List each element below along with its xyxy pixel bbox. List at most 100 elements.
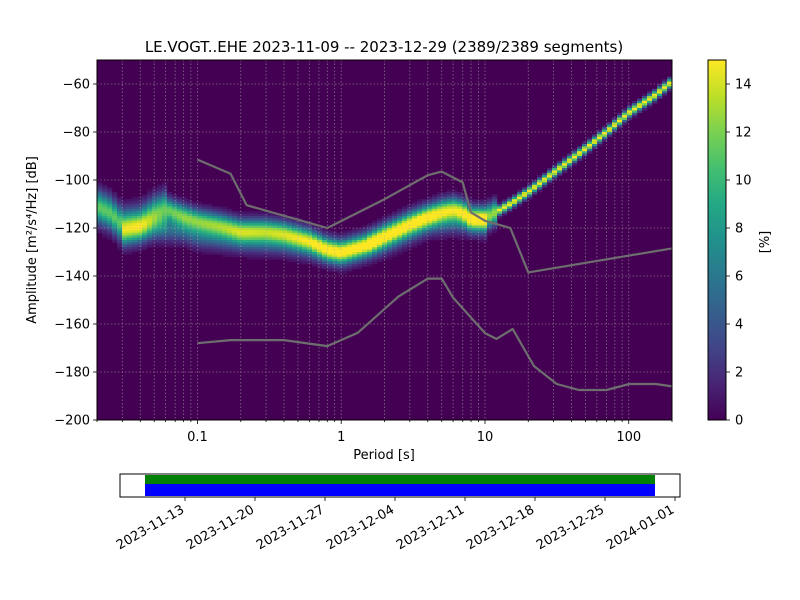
x-axis-ticks: 0.1 1 10 100 bbox=[96, 420, 673, 445]
heatmap-cell bbox=[537, 180, 543, 183]
heatmap-cell bbox=[97, 208, 103, 212]
heatmap-cell bbox=[187, 199, 193, 202]
heatmap-cell bbox=[267, 230, 273, 234]
heatmap-cell bbox=[367, 230, 373, 234]
heatmap-cell bbox=[292, 230, 298, 234]
heatmap-cell bbox=[642, 103, 648, 106]
y-tick-label: −80 bbox=[63, 126, 90, 141]
heatmap-cell bbox=[132, 230, 138, 234]
heatmap-cell bbox=[142, 228, 148, 231]
heatmap-cell bbox=[467, 211, 473, 214]
heatmap-cell bbox=[327, 247, 333, 250]
heatmap-cell bbox=[377, 237, 383, 241]
heatmap-cell bbox=[327, 242, 333, 246]
heatmap-cell bbox=[302, 249, 308, 253]
heatmap-cell bbox=[662, 79, 668, 82]
heatmap-cell bbox=[107, 225, 113, 229]
heatmap-cell bbox=[132, 232, 138, 236]
heatmap-cell bbox=[592, 141, 598, 145]
heatmap-cell bbox=[402, 247, 408, 250]
heatmap-cell bbox=[147, 189, 153, 193]
heatmap-cell bbox=[187, 240, 193, 243]
heatmap-cell bbox=[112, 223, 118, 226]
heatmap-cell bbox=[427, 223, 433, 226]
heatmap-cell bbox=[397, 230, 403, 234]
heatmap-cell bbox=[117, 247, 123, 250]
heatmap-cell bbox=[237, 223, 243, 226]
heatmap-cell bbox=[457, 213, 463, 217]
heatmap-cell bbox=[457, 208, 463, 212]
heatmap-cell bbox=[322, 247, 328, 250]
heatmap-cell bbox=[122, 249, 128, 253]
heatmap-cell bbox=[292, 240, 298, 243]
heatmap-cell bbox=[347, 256, 353, 260]
heatmap-cell bbox=[417, 220, 423, 224]
heatmap-cell bbox=[362, 237, 368, 241]
heatmap-cell bbox=[372, 237, 378, 241]
timeline-tick-label: 2023-11-27 bbox=[254, 502, 327, 553]
heatmap-cell bbox=[317, 228, 323, 231]
heatmap-cell bbox=[182, 206, 188, 210]
heatmap-cell bbox=[592, 134, 598, 138]
heatmap-cell bbox=[147, 201, 153, 205]
heatmap-cell bbox=[297, 244, 303, 248]
heatmap-cell bbox=[372, 261, 378, 265]
heatmap-cell bbox=[262, 228, 268, 231]
heatmap-cell bbox=[442, 213, 448, 217]
heatmap-cell bbox=[302, 261, 308, 265]
heatmap-cell bbox=[397, 237, 403, 241]
heatmap-cell bbox=[262, 213, 268, 217]
heatmap-cell bbox=[127, 208, 133, 212]
heatmap-cell bbox=[187, 218, 193, 222]
heatmap-cell bbox=[442, 216, 448, 219]
heatmap-cell bbox=[282, 242, 288, 246]
heatmap-cell bbox=[492, 220, 498, 224]
heatmap-cell bbox=[362, 254, 368, 258]
heatmap-cell bbox=[622, 112, 628, 116]
heatmap-cell bbox=[177, 199, 183, 202]
heatmap-cell bbox=[412, 242, 418, 246]
heatmap-cell bbox=[337, 264, 343, 267]
heatmap-cell bbox=[542, 175, 548, 178]
heatmap-cell bbox=[252, 240, 258, 243]
heatmap-cell bbox=[232, 240, 238, 243]
heatmap-cell bbox=[447, 235, 453, 238]
heatmap-cell bbox=[437, 208, 443, 212]
heatmap-cell bbox=[617, 117, 623, 121]
heatmap-cell bbox=[577, 158, 583, 162]
heatmap-cell bbox=[487, 211, 493, 214]
heatmap-cell bbox=[272, 220, 278, 224]
heatmap-cell bbox=[317, 259, 323, 262]
heatmap-cell bbox=[222, 216, 228, 219]
heatmap-cell bbox=[207, 249, 213, 253]
heatmap-cell bbox=[392, 228, 398, 231]
heatmap-cell bbox=[412, 220, 418, 224]
heatmap-cell bbox=[187, 213, 193, 217]
heatmap-cell bbox=[412, 240, 418, 243]
heatmap-cell bbox=[97, 211, 103, 214]
heatmap-cell bbox=[217, 237, 223, 241]
heatmap-cell bbox=[652, 96, 658, 99]
heatmap-cell bbox=[397, 252, 403, 255]
heatmap-cell bbox=[427, 225, 433, 229]
heatmap-cell bbox=[197, 201, 203, 205]
heatmap-cell bbox=[327, 256, 333, 260]
heatmap-cell bbox=[257, 240, 263, 243]
heatmap-cell bbox=[222, 220, 228, 224]
heatmap-cell bbox=[402, 225, 408, 229]
heatmap-cell bbox=[337, 232, 343, 236]
heatmap-cell bbox=[202, 230, 208, 234]
heatmap-cell bbox=[177, 242, 183, 246]
heatmap-cell bbox=[127, 247, 133, 250]
heatmap-cell bbox=[447, 204, 453, 207]
heatmap-cell bbox=[192, 211, 198, 214]
heatmap-cell bbox=[172, 196, 178, 200]
heatmap-cell bbox=[97, 199, 103, 202]
heatmap-cell bbox=[652, 88, 658, 92]
heatmap-cell bbox=[212, 218, 218, 222]
heatmap-cell bbox=[437, 230, 443, 234]
heatmap-cell bbox=[347, 259, 353, 262]
heatmap-cell bbox=[102, 206, 108, 210]
heatmap-cell bbox=[492, 216, 498, 219]
heatmap-cell bbox=[267, 216, 273, 219]
